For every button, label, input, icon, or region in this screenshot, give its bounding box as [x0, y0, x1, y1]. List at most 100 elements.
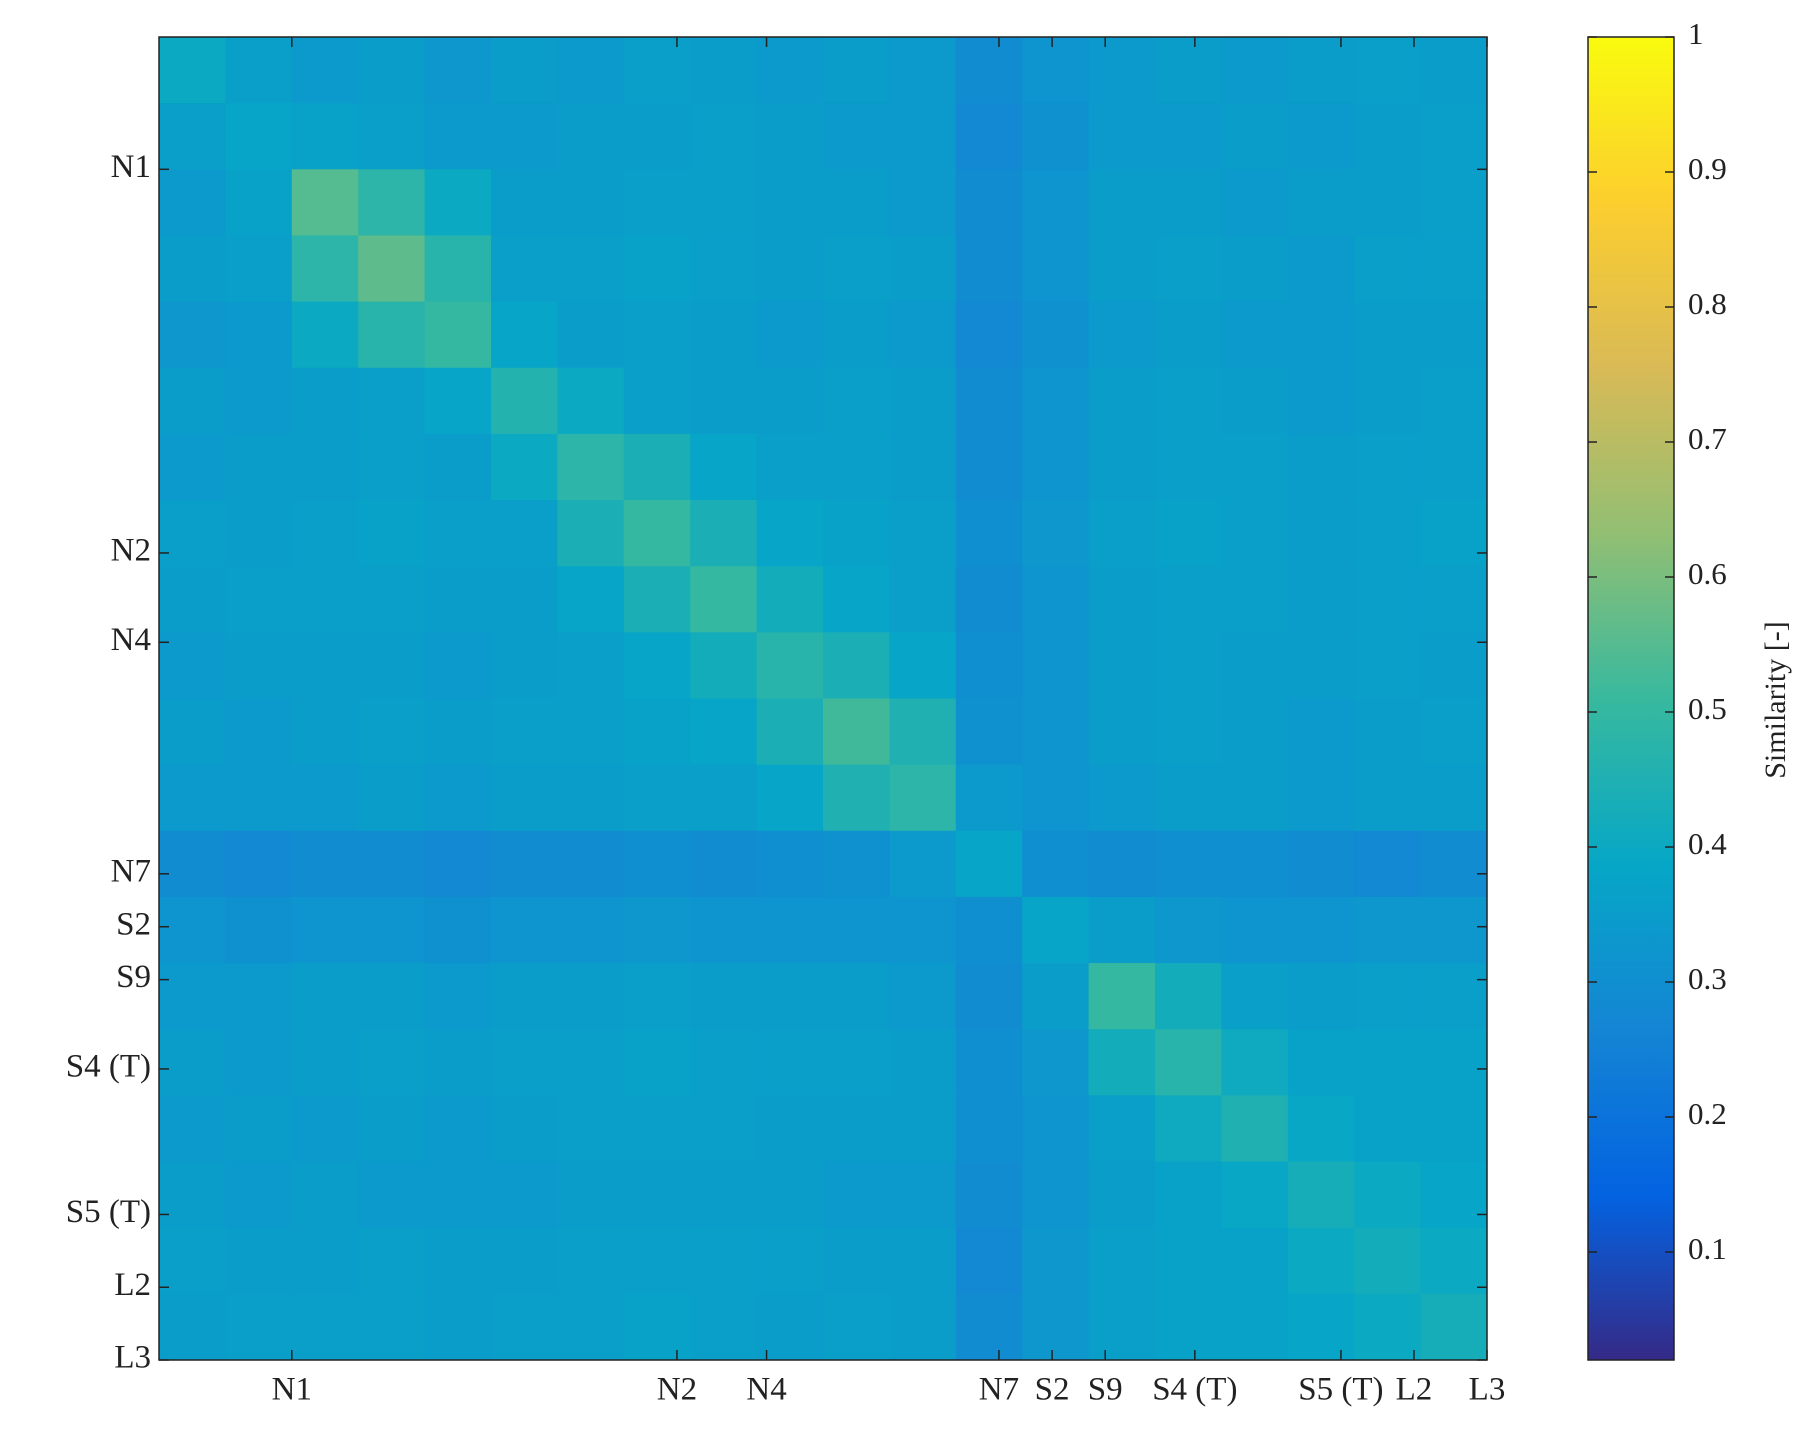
heatmap-cell [1420, 169, 1488, 236]
heatmap-cell [1354, 1095, 1422, 1163]
colorbar-tick-label: 0.1 [1688, 1231, 1727, 1266]
x-tick-label: L3 [1469, 1372, 1506, 1408]
heatmap-cell [1287, 830, 1355, 898]
heatmap-cell [690, 103, 758, 170]
heatmap-cell [424, 1227, 492, 1295]
x-tick-label: S9 [1088, 1372, 1123, 1408]
heatmap-cell [1420, 698, 1488, 766]
heatmap-cell [225, 764, 293, 832]
heatmap-cell [424, 632, 492, 699]
heatmap-cell [756, 301, 824, 369]
x-tick-label: N1 [272, 1372, 312, 1408]
heatmap-cell [1420, 896, 1488, 964]
heatmap-cell [1287, 433, 1355, 501]
heatmap-cell [358, 37, 426, 104]
heatmap-cell [225, 169, 293, 236]
heatmap-cell [1287, 367, 1355, 435]
heatmap-cell [291, 301, 359, 369]
heatmap-cell [1287, 1095, 1355, 1163]
heatmap-cell [1221, 1029, 1289, 1096]
heatmap-cell [424, 500, 492, 567]
heatmap-cell [291, 367, 359, 435]
heatmap-cell [1155, 367, 1222, 435]
heatmap-cell [1088, 367, 1156, 435]
heatmap-cell [225, 830, 293, 898]
heatmap-cell [1155, 1095, 1222, 1163]
colorbar-label: Similarity [-] [1759, 621, 1792, 778]
heatmap-cell [1221, 1161, 1289, 1229]
heatmap-cell [491, 566, 558, 633]
heatmap-cell [623, 830, 691, 898]
heatmap-cell [557, 1029, 625, 1096]
heatmap-cell [1354, 1029, 1422, 1096]
heatmap-cell [889, 963, 957, 1030]
x-tick-label: L2 [1396, 1372, 1433, 1408]
heatmap-cell [1221, 500, 1289, 567]
heatmap-cell [557, 830, 625, 898]
heatmap-cell [491, 1095, 558, 1163]
heatmap-cell [225, 37, 293, 104]
heatmap-cell [889, 301, 957, 369]
heatmap-cell [823, 963, 890, 1030]
heatmap-cell [557, 169, 625, 236]
heatmap-cell [1287, 896, 1355, 964]
heatmap-cell [424, 896, 492, 964]
heatmap-cell [690, 566, 758, 633]
heatmap-cell [1155, 433, 1222, 501]
heatmap-cell [1022, 698, 1090, 766]
heatmap-cell [159, 963, 226, 1030]
heatmap-cell [756, 1293, 824, 1361]
heatmap-cell [291, 103, 359, 170]
heatmap-cell [358, 103, 426, 170]
heatmap-cell [1354, 433, 1422, 501]
colorbar-tick-label: 0.2 [1688, 1096, 1727, 1131]
heatmap-cell [1287, 1227, 1355, 1295]
heatmap-cell [291, 1227, 359, 1295]
colorbar-tick-label: 0.7 [1688, 421, 1727, 456]
heatmap-cell [623, 896, 691, 964]
colorbar [1587, 36, 1675, 1361]
x-tick-label: N7 [979, 1372, 1019, 1408]
heatmap-cell [1022, 830, 1090, 898]
heatmap-cell [1022, 896, 1090, 964]
heatmap-cell [690, 1095, 758, 1163]
heatmap-cell [358, 169, 426, 236]
heatmap-cell [955, 632, 1023, 699]
heatmap-cell [1155, 963, 1222, 1030]
heatmap-cell [424, 103, 492, 170]
heatmap-cell [690, 37, 758, 104]
heatmap-cell [291, 632, 359, 699]
heatmap-cell [1088, 169, 1156, 236]
heatmap-cell [1354, 500, 1422, 567]
heatmap-cell [291, 500, 359, 567]
heatmap [159, 37, 1488, 1361]
heatmap-cell [225, 500, 293, 567]
heatmap-cell [889, 896, 957, 964]
y-tick-label: S9 [116, 959, 151, 995]
heatmap-cell [955, 698, 1023, 766]
heatmap-cell [690, 632, 758, 699]
heatmap-cell [889, 1095, 957, 1163]
heatmap-cell [491, 1293, 558, 1361]
y-tick-label: L2 [114, 1267, 151, 1303]
heatmap-cell [1287, 103, 1355, 170]
x-tick-label: N2 [657, 1372, 697, 1408]
heatmap-cell [823, 169, 890, 236]
heatmap-cell [623, 632, 691, 699]
heatmap-cell [1354, 963, 1422, 1030]
heatmap-cell [1221, 1293, 1289, 1361]
heatmap-cell [1354, 169, 1422, 236]
heatmap-cell [491, 169, 558, 236]
heatmap-cell [557, 433, 625, 501]
heatmap-cell [159, 632, 226, 699]
y-tick-label: N2 [111, 533, 151, 569]
heatmap-cell [955, 566, 1023, 633]
heatmap-cell [823, 235, 890, 303]
heatmap-cell [1088, 37, 1156, 104]
heatmap-cell [1022, 367, 1090, 435]
heatmap-cell [1088, 830, 1156, 898]
heatmap-cell [889, 566, 957, 633]
heatmap-cell [491, 433, 558, 501]
heatmap-cell [955, 896, 1023, 964]
heatmap-cell [1354, 1293, 1422, 1361]
